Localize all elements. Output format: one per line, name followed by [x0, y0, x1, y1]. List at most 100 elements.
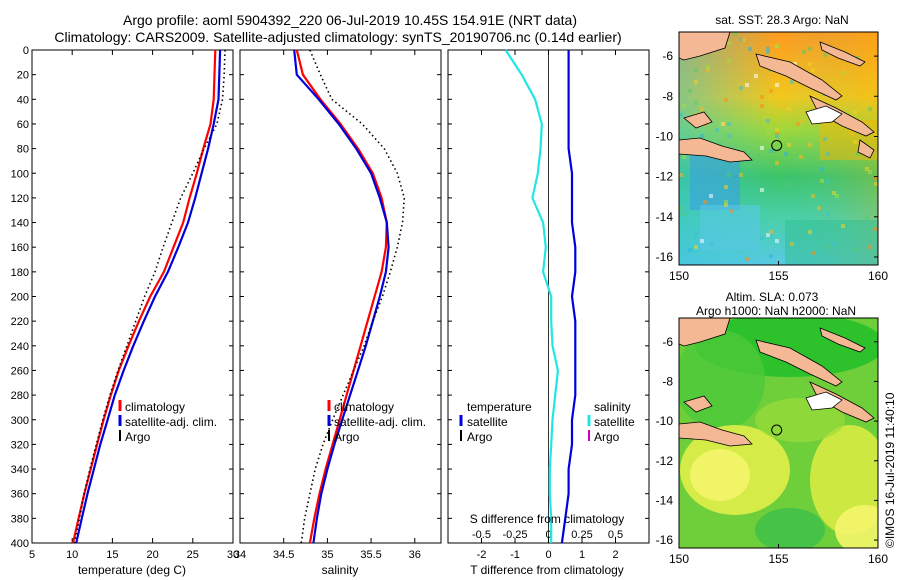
depth-axis: 0 20 40 60 80 100 120 140 160 180 200 220 240 260 280 3… — [11, 45, 649, 550]
series-line-satellite-adj-clim- — [75, 49, 222, 544]
sst-pixel — [817, 206, 821, 210]
sst-pixel — [769, 89, 773, 93]
lon-tick-label: 150 — [669, 269, 689, 283]
sst-map-axes: 150 155 160 -6 -8 -10 -12 -14 -16 — [656, 49, 889, 283]
sst-pixel — [724, 185, 728, 189]
sst-pixel — [769, 233, 773, 237]
legend-t-satellite: satellite — [467, 415, 508, 429]
lat-tick-label: -8 — [662, 374, 673, 388]
sst-pixel — [733, 113, 737, 117]
temperature-plot: 5 10 15 20 25 30 — [29, 49, 239, 561]
depth-tick-label: 20 — [17, 70, 29, 82]
sst-pixel — [715, 128, 719, 132]
sst-pixel — [754, 74, 758, 78]
sst-pixel — [766, 50, 770, 54]
series-line-temperature-satellite — [560, 50, 577, 544]
s-tick-label: 0.25 — [571, 529, 592, 541]
sst-pixel — [868, 245, 872, 249]
sst-pixel — [856, 152, 860, 156]
sst-pixel — [727, 59, 731, 63]
x-tick-label: 0 — [545, 549, 551, 561]
sst-pixel — [826, 212, 830, 216]
legend-s-satellite: satellite — [594, 415, 635, 429]
sst-pixel — [709, 242, 713, 246]
sst-pixel — [721, 122, 725, 126]
s-tick-label: 0.5 — [608, 529, 623, 541]
sst-pixel — [775, 128, 779, 132]
sst-pixel — [841, 224, 845, 228]
sst-pixel — [727, 122, 731, 126]
lat-tick-label: -12 — [656, 454, 674, 468]
sst-pixel — [679, 113, 683, 117]
sst-pixel — [874, 227, 878, 231]
sst-pixel — [682, 104, 686, 108]
sst-pixel — [820, 179, 824, 183]
salinity-legend: climatology satellite-adj. clim. Argo — [327, 400, 426, 444]
sst-pixel — [802, 50, 806, 54]
depth-tick-label: 40 — [17, 94, 29, 106]
sst-pixel — [724, 98, 728, 102]
sst-pixel — [766, 233, 770, 237]
sst-pixel — [856, 56, 860, 60]
series-line-argo — [300, 49, 406, 544]
lat-tick-label: -14 — [656, 493, 674, 507]
argo-location-marker — [771, 140, 783, 151]
sst-map-field — [679, 32, 878, 265]
depth-tick-label: 200 — [11, 292, 29, 304]
sst-map-title: sat. SST: 28.3 Argo: NaN — [715, 13, 848, 27]
sst-pixel — [730, 209, 734, 213]
lon-tick-label: 160 — [868, 552, 888, 566]
series-line-climatology — [71, 49, 217, 544]
sst-pixel — [700, 107, 704, 111]
sst-pixel — [808, 47, 812, 51]
sst-pixel — [727, 41, 731, 45]
depth-tick-label: 220 — [11, 316, 29, 328]
sst-pixel — [775, 131, 779, 135]
sst-pixel — [799, 155, 803, 159]
legend-argo: Argo — [125, 430, 151, 444]
x-tick-label: 5 — [29, 549, 35, 561]
sst-pixel — [811, 251, 815, 255]
legend-t-title: temperature — [467, 400, 532, 414]
lon-tick-label: 155 — [768, 552, 788, 566]
sst-pixel — [766, 119, 770, 123]
sst-pixel — [808, 143, 812, 147]
sst-pixel — [874, 176, 878, 180]
depth-tick-label: 300 — [11, 415, 29, 427]
sst-pixel — [853, 110, 857, 114]
s-tick-label: -0.5 — [472, 529, 491, 541]
x-tick-label: 35 — [321, 549, 333, 561]
sst-pixel — [856, 92, 860, 96]
sst-pixel — [748, 47, 752, 51]
sst-pixel — [688, 248, 692, 252]
x-tick-label: 30 — [227, 549, 239, 561]
sst-pixel — [790, 80, 794, 84]
x-tick-label: 1 — [579, 549, 585, 561]
x-tick-label: 34.5 — [273, 549, 294, 561]
land-new-britain — [679, 318, 731, 347]
sst-pixel — [694, 233, 698, 237]
sst-pixel — [769, 149, 773, 153]
sst-pixel — [808, 62, 812, 66]
land-cloud-patch — [805, 391, 843, 411]
legend-climatology: climatology — [334, 400, 394, 414]
salinity-plot: 34 34.5 35 35.5 36 — [234, 49, 421, 561]
argo-location-marker — [771, 424, 783, 436]
lat-tick-label: -8 — [662, 89, 673, 103]
sst-pixel — [826, 152, 830, 156]
difference-legend-salinity: salinity satellite Argo — [587, 400, 635, 444]
sst-pixel — [868, 170, 872, 174]
sst-pixel — [865, 215, 869, 219]
sst-pixel — [688, 89, 692, 93]
sst-pixel — [745, 83, 749, 87]
temperature-legend: climatology satellite-adj. clim. Argo — [118, 400, 217, 444]
x-tick-label: 2 — [612, 549, 618, 561]
sst-pixel — [868, 107, 872, 111]
title-line-1: Argo profile: aoml 5904392_220 06-Jul-20… — [123, 12, 577, 28]
sst-pixel — [700, 239, 704, 243]
sst-pixel — [832, 191, 836, 195]
land-png-tip — [679, 137, 753, 163]
series-line-climatology — [295, 49, 388, 544]
